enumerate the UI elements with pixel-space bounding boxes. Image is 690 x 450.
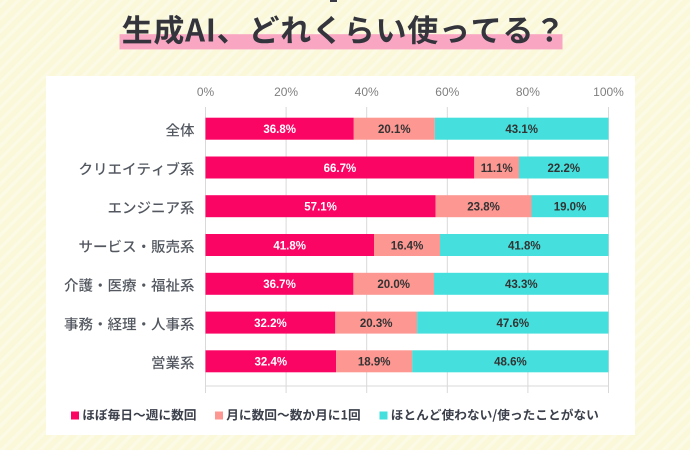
svg-text:36.8%: 36.8%	[263, 124, 296, 136]
svg-text:32.4%: 32.4%	[254, 357, 287, 369]
svg-text:100%: 100%	[593, 85, 624, 99]
svg-text:47.6%: 47.6%	[496, 318, 529, 330]
svg-text:41.8%: 41.8%	[273, 240, 306, 252]
svg-text:0%: 0%	[197, 85, 215, 99]
svg-text:48.6%: 48.6%	[494, 357, 527, 369]
svg-text:60%: 60%	[435, 85, 459, 99]
svg-text:43.3%: 43.3%	[505, 279, 538, 291]
svg-text:11.1%: 11.1%	[481, 163, 513, 175]
svg-text:36.7%: 36.7%	[263, 279, 296, 291]
svg-text:40%: 40%	[355, 85, 379, 99]
svg-text:57.1%: 57.1%	[304, 202, 337, 214]
svg-text:32.2%: 32.2%	[254, 318, 287, 330]
svg-text:20.3%: 20.3%	[360, 318, 393, 330]
svg-text:80%: 80%	[516, 85, 540, 99]
svg-text:22.2%: 22.2%	[547, 163, 580, 175]
svg-text:20.1%: 20.1%	[378, 124, 411, 136]
svg-text:19.0%: 19.0%	[554, 202, 587, 214]
svg-text:20.0%: 20.0%	[377, 279, 410, 291]
svg-text:18.9%: 18.9%	[358, 357, 391, 369]
svg-text:16.4%: 16.4%	[391, 240, 424, 252]
svg-text:66.7%: 66.7%	[324, 163, 357, 175]
svg-text:43.1%: 43.1%	[505, 124, 538, 136]
svg-text:23.8%: 23.8%	[467, 202, 500, 214]
svg-text:20%: 20%	[274, 85, 298, 99]
svg-text:41.8%: 41.8%	[508, 240, 541, 252]
